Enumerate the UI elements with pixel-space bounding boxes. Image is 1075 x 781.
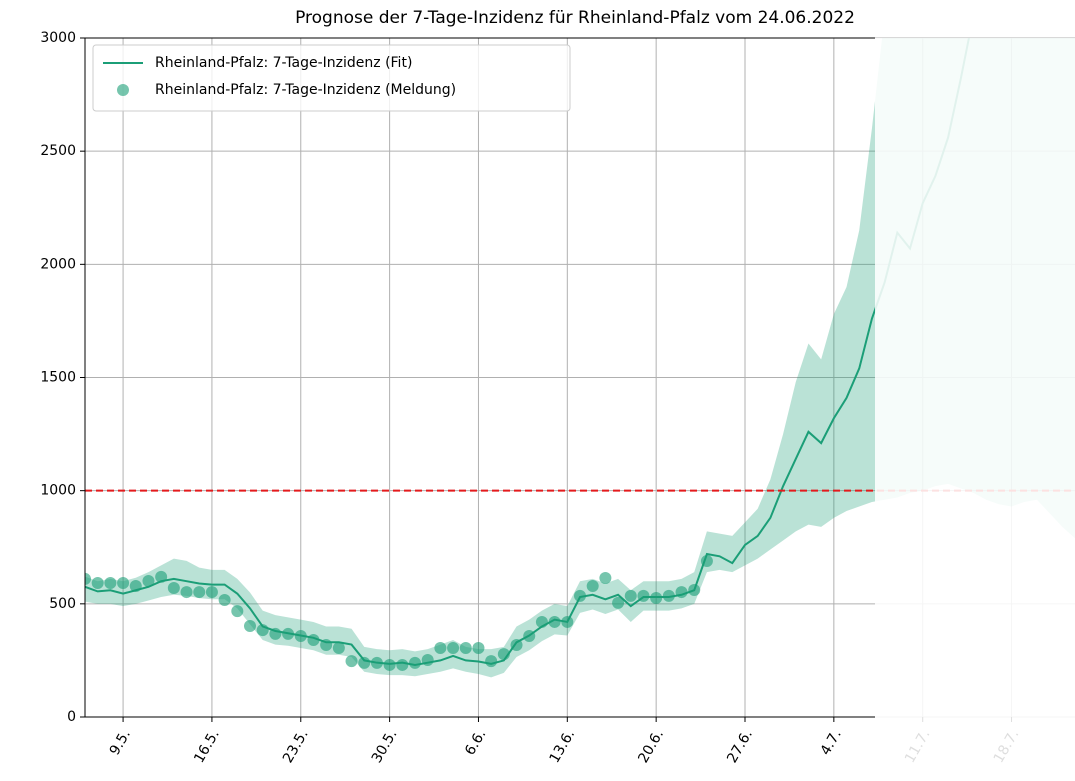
report-point bbox=[700, 555, 713, 568]
report-point bbox=[624, 589, 637, 602]
report-point bbox=[370, 656, 383, 669]
legend-label: Rheinland-Pfalz: 7-Tage-Inzidenz (Meldun… bbox=[155, 82, 456, 98]
report-point bbox=[497, 648, 510, 661]
x-tick-label: 20.6. bbox=[635, 727, 667, 766]
report-point bbox=[383, 658, 396, 671]
report-point bbox=[472, 641, 485, 654]
x-tick-label: 23.5. bbox=[280, 727, 312, 766]
report-point bbox=[231, 605, 244, 618]
legend-swatch bbox=[117, 84, 129, 96]
report-point bbox=[244, 620, 256, 633]
report-point bbox=[421, 653, 434, 666]
report-point bbox=[142, 574, 155, 587]
report-point bbox=[396, 658, 409, 671]
x-tick-label: 6.6. bbox=[462, 727, 489, 758]
report-point bbox=[104, 577, 117, 590]
report-point bbox=[599, 572, 612, 585]
y-tick-label: 1000 bbox=[40, 483, 76, 499]
chart-title: Prognose der 7-Tage-Inzidenz für Rheinla… bbox=[295, 8, 855, 28]
report-point bbox=[345, 655, 358, 668]
report-point bbox=[688, 584, 701, 597]
report-point bbox=[485, 655, 498, 668]
report-point bbox=[586, 579, 599, 592]
y-tick-label: 500 bbox=[49, 596, 76, 612]
report-point bbox=[459, 641, 472, 654]
report-point bbox=[155, 570, 168, 583]
report-point bbox=[510, 639, 523, 652]
report-point bbox=[85, 572, 91, 585]
report-point bbox=[447, 641, 460, 654]
x-tick-label: 13.6. bbox=[547, 727, 579, 766]
y-tick-label: 0 bbox=[67, 709, 76, 725]
report-point bbox=[282, 627, 295, 640]
report-point bbox=[117, 577, 130, 590]
report-point bbox=[167, 581, 180, 594]
y-tick-label: 2000 bbox=[40, 256, 76, 272]
x-tick-label: 30.5. bbox=[369, 727, 401, 766]
report-point bbox=[561, 615, 574, 628]
y-tick-label: 1500 bbox=[40, 370, 76, 386]
y-tick-label: 3000 bbox=[40, 30, 76, 46]
report-point bbox=[662, 589, 675, 602]
y-tick-label: 2500 bbox=[40, 143, 76, 159]
report-point bbox=[180, 586, 193, 599]
report-point bbox=[205, 586, 218, 599]
report-point bbox=[612, 596, 625, 609]
report-point bbox=[269, 627, 282, 640]
report-point bbox=[294, 629, 307, 642]
fade-overlay bbox=[875, 38, 1075, 781]
report-point bbox=[434, 641, 447, 654]
x-tick-label: 27.6. bbox=[724, 727, 756, 766]
plot-area bbox=[85, 38, 1075, 678]
report-point bbox=[332, 641, 345, 654]
report-point bbox=[574, 589, 586, 602]
report-point bbox=[129, 579, 142, 592]
x-tick-label: 9.5. bbox=[107, 727, 134, 758]
report-point bbox=[307, 634, 320, 647]
report-point bbox=[358, 656, 371, 669]
legend-box bbox=[92, 44, 571, 112]
report-point bbox=[91, 577, 104, 590]
confidence-band bbox=[85, 38, 1075, 678]
x-tick-label: 16.5. bbox=[191, 727, 223, 766]
legend-label: Rheinland-Pfalz: 7-Tage-Inzidenz (Fit) bbox=[155, 55, 412, 71]
report-point bbox=[650, 591, 663, 604]
report-point bbox=[409, 656, 421, 669]
report-point bbox=[320, 639, 333, 652]
x-tick-label: 4.7. bbox=[818, 727, 845, 758]
report-point bbox=[218, 593, 231, 606]
report-point bbox=[523, 629, 536, 642]
report-point bbox=[548, 615, 561, 628]
report-point bbox=[535, 615, 548, 628]
report-point bbox=[193, 586, 206, 599]
report-point bbox=[637, 589, 650, 602]
legend: Rheinland-Pfalz: 7-Tage-Inzidenz (Fit) Rh… bbox=[92, 44, 571, 112]
report-point bbox=[256, 624, 269, 637]
report-point bbox=[675, 586, 688, 599]
